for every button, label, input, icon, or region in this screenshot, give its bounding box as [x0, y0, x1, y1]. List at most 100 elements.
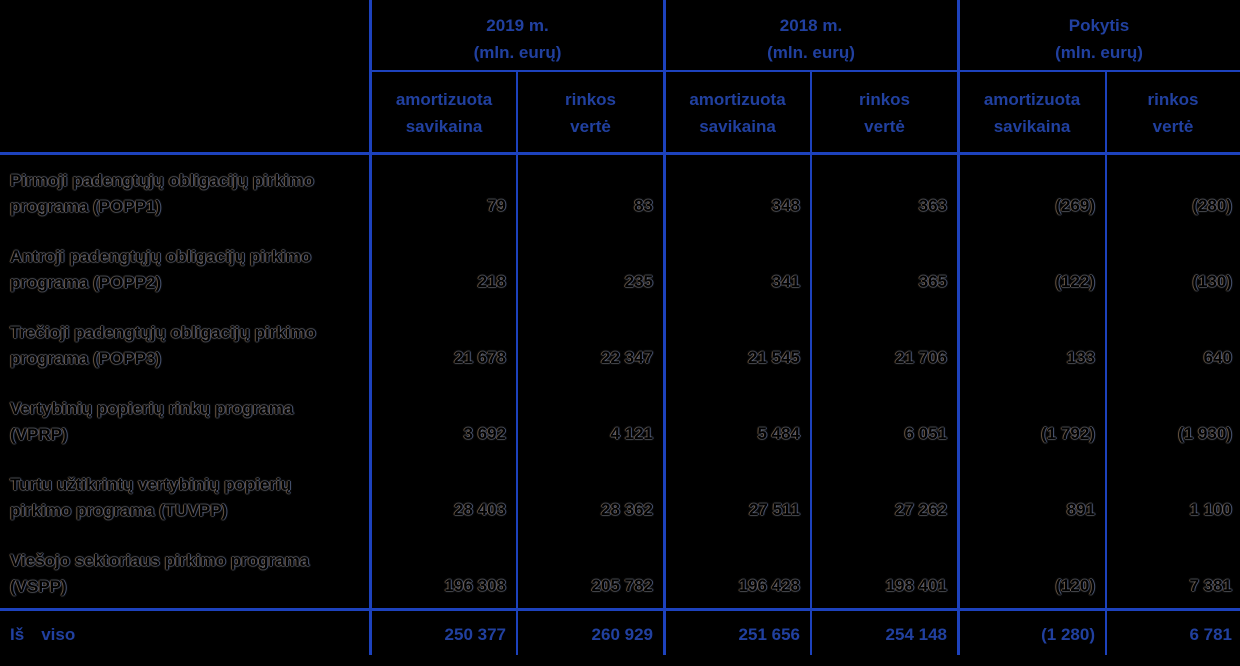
table-row: Antroji padengtųjų obligacijų pirkimo pr…: [0, 231, 1240, 307]
subheader-amortized-cost-2018: amortizuota savikaina: [664, 73, 811, 153]
subheader-line: amortizuota: [395, 90, 493, 109]
total-row: Iš viso 250 377 260 929 251 656 254 148 (…: [0, 612, 1240, 666]
subheader-line: vertė: [864, 117, 905, 136]
total-label-word: Iš: [10, 625, 25, 644]
table-row: Pirmoji padengtųjų obligacijų pirkimo pr…: [0, 155, 1240, 231]
value-cell: 196 308: [444, 576, 506, 595]
value-cell: 341: [771, 272, 800, 291]
value-cell: 235: [624, 272, 653, 291]
value-cell: 3 692: [463, 424, 506, 443]
subheader-line: savikaina: [405, 117, 483, 136]
column-separator: [1105, 71, 1107, 655]
row-label: Vertybinių popierių rinkų programa (VPRP…: [0, 396, 371, 459]
value-cell: 1 100: [1189, 500, 1232, 519]
subheader-line: rinkos: [858, 90, 911, 109]
value-cell: 28 403: [454, 500, 506, 519]
subheader-amortized-cost-change: amortizuota savikaina: [958, 73, 1106, 153]
value-cell: 22 347: [601, 348, 653, 367]
value-cell: (280): [1192, 196, 1232, 215]
total-value-cell: 251 656: [738, 625, 800, 644]
row-label-line: Vertybinių popierių rinkų programa: [10, 399, 294, 418]
header-group-title: Pokytis: [1068, 15, 1130, 35]
column-separator: [663, 0, 666, 655]
value-cell: (120): [1055, 576, 1095, 595]
header-group-title: 2019 m.: [486, 15, 549, 35]
row-label-line: Pirmoji padengtųjų obligacijų pirkimo: [10, 171, 315, 190]
row-label: Turtu užtikrintų vertybinių popierių pir…: [0, 472, 371, 535]
value-cell: (130): [1192, 272, 1232, 291]
row-label: Trečioji padengtųjų obligacijų pirkimo p…: [0, 320, 371, 383]
row-label-line: programa (POPP1): [10, 197, 162, 216]
value-cell: 21 678: [454, 348, 506, 367]
row-label-line: Turtu užtikrintų vertybinių popierių: [10, 475, 292, 494]
subheader-market-value-change: rinkos vertė: [1106, 73, 1240, 153]
value-cell: 640: [1203, 348, 1232, 367]
value-cell: 79: [487, 196, 506, 215]
table-header-groups: 2019 m. (mln. eurų) 2018 m. (mln. eurų) …: [0, 0, 1240, 71]
value-cell: 21 706: [895, 348, 947, 367]
header-group-pokytis: Pokytis (mln. eurų): [958, 0, 1240, 71]
subheader-market-value-2018: rinkos vertė: [811, 73, 958, 153]
row-label-line: (VSPP): [10, 577, 67, 596]
subheader-line: amortizuota: [983, 90, 1081, 109]
table-row: Viešojo sektoriaus pirkimo programa (VSP…: [0, 535, 1240, 611]
total-label-word: viso: [41, 625, 76, 644]
value-cell: 198 401: [885, 576, 947, 595]
column-separator: [516, 71, 518, 655]
value-cell: 218: [477, 272, 506, 291]
value-cell: 4 121: [610, 424, 653, 443]
value-cell: 27 511: [748, 500, 800, 519]
value-cell: 83: [634, 196, 653, 215]
column-separator: [957, 0, 960, 655]
header-group-title: 2018 m.: [779, 15, 843, 35]
total-value-cell: 260 929: [591, 625, 653, 644]
row-label: Viešojo sektoriaus pirkimo programa (VSP…: [0, 548, 371, 611]
value-cell: 27 262: [895, 500, 947, 519]
value-cell: 205 782: [591, 576, 653, 595]
header-group-subtitle: (mln. eurų): [1055, 42, 1143, 62]
total-value-cell: 250 377: [444, 625, 506, 644]
header-group-subtitle: (mln. eurų): [473, 42, 562, 62]
value-cell: 21 545: [748, 348, 800, 367]
row-label: Pirmoji padengtųjų obligacijų pirkimo pr…: [0, 168, 371, 231]
corner-cell: [0, 73, 371, 153]
header-group-2018: 2018 m. (mln. eurų): [664, 0, 958, 71]
row-separator: [0, 152, 1240, 155]
subheader-line: vertė: [570, 117, 611, 136]
table-row: Vertybinių popierių rinkų programa (VPRP…: [0, 383, 1240, 459]
corner-cell: [0, 0, 371, 71]
subheader-line: rinkos: [564, 90, 617, 109]
column-separator: [810, 71, 812, 655]
subheader-line: vertė: [1152, 117, 1194, 136]
value-cell: 28 362: [601, 500, 653, 519]
row-label-line: Viešojo sektoriaus pirkimo programa: [10, 551, 310, 570]
row-label-line: programa (POPP2): [10, 273, 162, 292]
value-cell: 891: [1066, 500, 1095, 519]
subheader-market-value-2019: rinkos vertė: [517, 73, 664, 153]
value-cell: (122): [1055, 272, 1095, 291]
subheader-amortized-cost-2019: amortizuota savikaina: [371, 73, 517, 153]
row-label-line: pirkimo programa (TUVPP): [10, 501, 228, 520]
total-value-cell: 6 781: [1189, 625, 1232, 644]
value-cell: 363: [918, 196, 947, 215]
value-cell: 5 484: [757, 424, 800, 443]
total-value-cell: 254 148: [885, 625, 947, 644]
subheader-line: savikaina: [993, 117, 1071, 136]
value-cell: 348: [771, 196, 800, 215]
row-separator: [370, 70, 1240, 72]
value-cell: 365: [918, 272, 947, 291]
value-cell: (269): [1055, 196, 1095, 215]
row-label-line: programa (POPP3): [10, 349, 162, 368]
value-cell: (1 792): [1041, 424, 1095, 443]
header-group-subtitle: (mln. eurų): [767, 42, 855, 62]
value-cell: (1 930): [1178, 424, 1232, 443]
total-value-cell: (1 280): [1041, 625, 1095, 644]
row-label-line: Antroji padengtųjų obligacijų pirkimo: [10, 247, 312, 266]
subheader-line: rinkos: [1147, 90, 1199, 109]
value-cell: 133: [1066, 348, 1095, 367]
table-subheaders: amortizuota savikaina rinkos vertė amort…: [0, 73, 1240, 153]
table-row: Turtu užtikrintų vertybinių popierių pir…: [0, 459, 1240, 535]
table-row: Trečioji padengtųjų obligacijų pirkimo p…: [0, 307, 1240, 383]
row-label-line: Trečioji padengtųjų obligacijų pirkimo: [10, 323, 317, 342]
